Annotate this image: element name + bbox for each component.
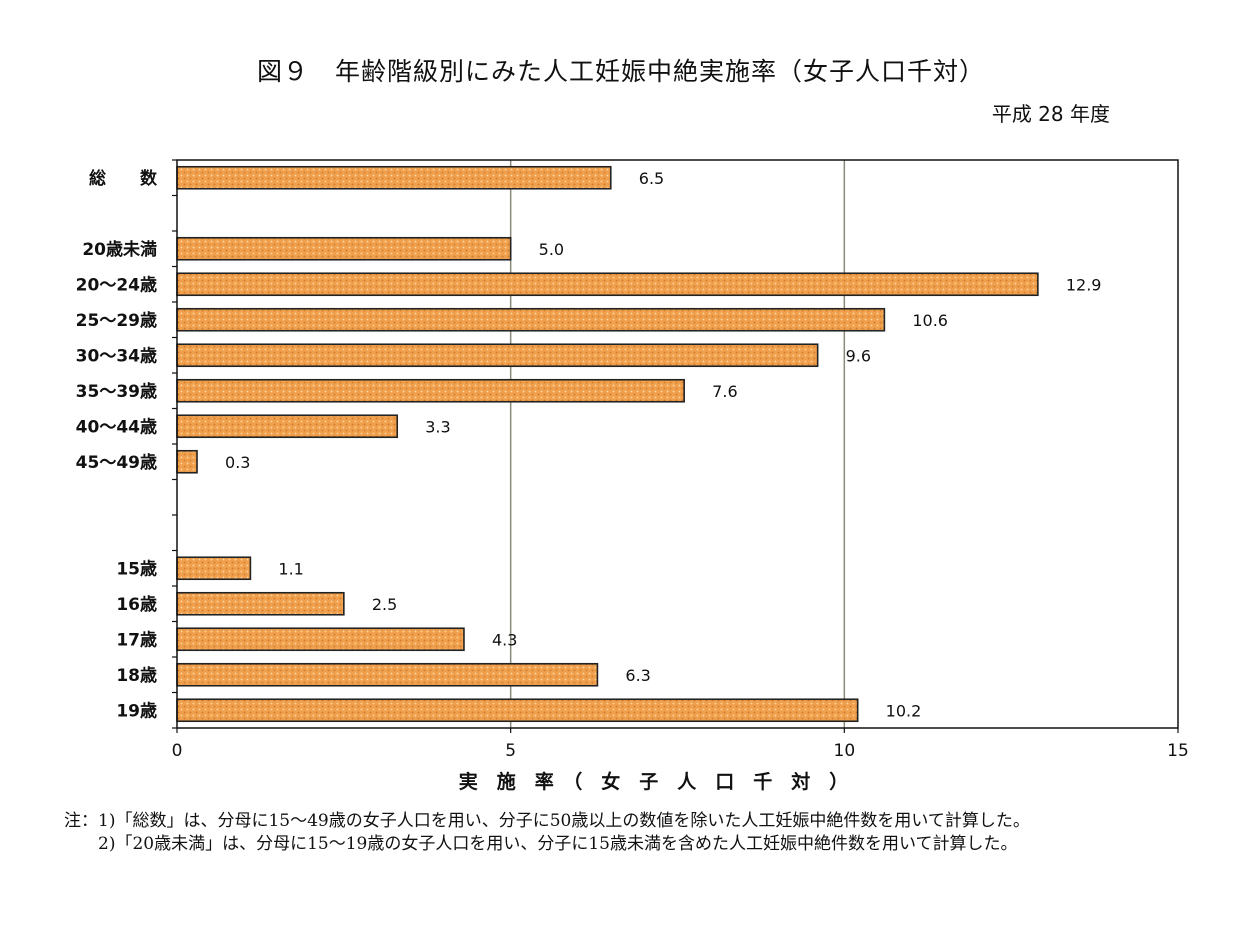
bar <box>176 307 886 332</box>
footnote-2: 2) 「20歳未満」は、分母に15～19歳の女子人口を用い、分子に15歳未満を含… <box>64 833 1194 856</box>
category-label: 17歳 <box>116 629 157 650</box>
footnote-2-prefix: 2) <box>64 834 116 854</box>
value-label: 5.0 <box>539 240 564 259</box>
value-label: 2.5 <box>372 595 397 614</box>
labels: 0 5 10 15 総 数 6.5 20歳未満 5.0 20～24歳 12.9 25～29歳 10.6… <box>76 168 1189 793</box>
value-label: 6.5 <box>639 169 664 188</box>
bar <box>176 662 599 687</box>
category-label: 16歳 <box>116 594 157 615</box>
bar <box>176 698 859 723</box>
category-label: 30～34歳 <box>76 345 157 366</box>
x-tick-label: 5 <box>505 741 516 761</box>
footnotes: 注：1) 「総数」は、分母に15～49歳の女子人口を用い、分子に50歳以上の数値… <box>64 810 1194 856</box>
bar <box>176 236 512 261</box>
footnote-1-prefix: 注：1) <box>64 811 116 831</box>
value-label: 4.3 <box>492 630 517 649</box>
category-label: 19歳 <box>116 700 157 721</box>
bar <box>176 627 465 652</box>
value-label: 9.6 <box>846 346 871 365</box>
bar <box>176 378 685 403</box>
bar-chart: 0 5 10 15 総 数 6.5 20歳未満 5.0 20～24歳 12.9 25～29歳 10.6… <box>76 159 1189 793</box>
category-label: 20歳未満 <box>82 239 157 260</box>
value-label: 10.2 <box>886 701 922 720</box>
bar <box>176 272 1039 297</box>
bar <box>176 414 399 439</box>
category-label: 20～24歳 <box>76 274 157 295</box>
footnote-2-text: 「20歳未満」は、分母に15～19歳の女子人口を用い、分子に15歳未満を含めた人… <box>115 834 1018 854</box>
bar <box>176 591 345 616</box>
bar <box>176 343 819 368</box>
category-label: 45～49歳 <box>76 452 157 473</box>
value-label: 6.3 <box>625 666 650 685</box>
value-label: 10.6 <box>912 311 948 330</box>
bar <box>176 165 612 190</box>
x-tick-label: 10 <box>834 741 856 761</box>
chart-title: 図９ 年齢階級別にみた人工妊娠中絶実施率（女子人口千対） <box>256 57 985 86</box>
value-label: 7.6 <box>712 382 737 401</box>
category-label: 35～39歳 <box>76 381 157 402</box>
footnote-1-text: 「総数」は、分母に15～49歳の女子人口を用い、分子に50歳以上の数値を除いた人… <box>115 811 1030 831</box>
value-label: 1.1 <box>278 559 303 578</box>
x-tick-label: 0 <box>172 741 183 761</box>
category-label: 15歳 <box>116 558 157 579</box>
axes <box>172 159 1179 733</box>
chart-subtitle: 平成 28 年度 <box>991 102 1110 126</box>
x-axis-title: 実 施 率 （ 女 子 人 口 千 対 ） <box>459 770 849 793</box>
value-label: 0.3 <box>225 453 250 472</box>
value-label: 3.3 <box>425 417 450 436</box>
category-label: 18歳 <box>116 665 157 686</box>
category-label: 40～44歳 <box>76 416 157 437</box>
category-label: 総 数 <box>89 168 158 189</box>
bars <box>176 165 1039 723</box>
x-tick-label: 15 <box>1167 741 1189 761</box>
bar <box>176 449 198 474</box>
footnote-1: 注：1) 「総数」は、分母に15～49歳の女子人口を用い、分子に50歳以上の数値… <box>64 810 1194 833</box>
category-label: 25～29歳 <box>76 310 157 331</box>
value-label: 12.9 <box>1066 275 1102 294</box>
bar <box>176 556 252 581</box>
